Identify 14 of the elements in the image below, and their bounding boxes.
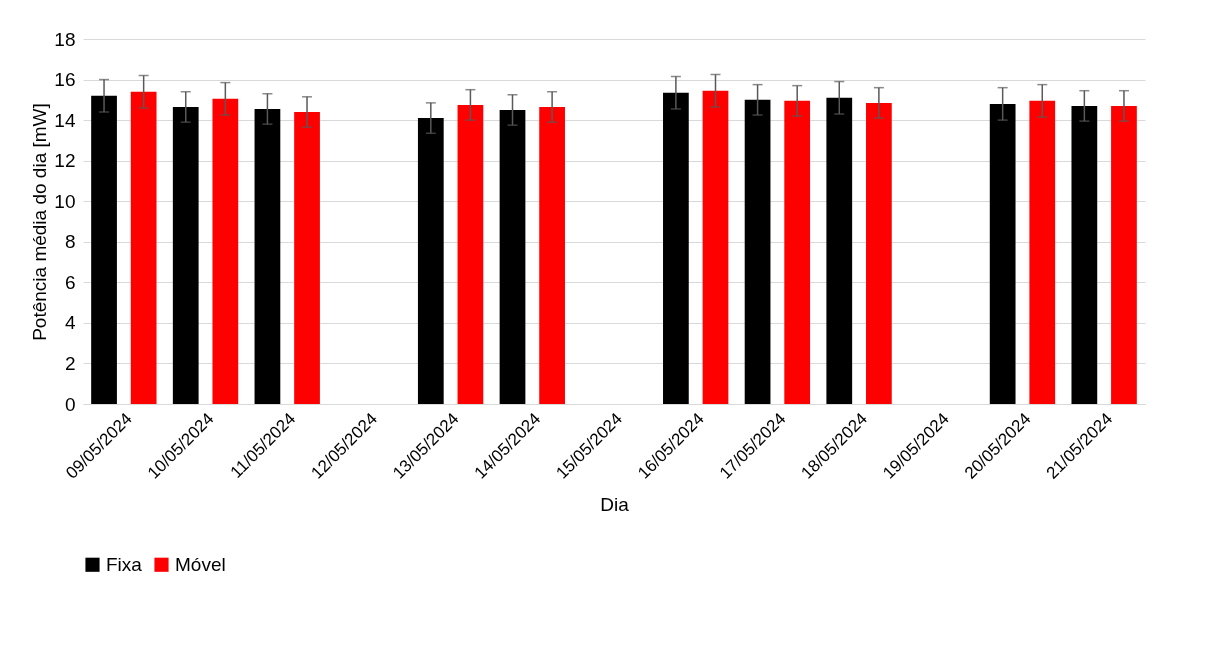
legend-label: Fixa (106, 553, 143, 575)
y-tick-label: 6 (64, 271, 76, 293)
x-axis-title: Dia (600, 493, 630, 515)
y-tick-label: 0 (64, 393, 76, 415)
y-tick-label: 14 (54, 109, 76, 131)
y-tick-label: 18 (54, 28, 76, 50)
y-tick-label: 2 (64, 352, 76, 374)
y-tick-label: 10 (54, 190, 76, 212)
y-axis-title: Potência média do dia [mW] (29, 103, 51, 341)
y-tick-label: 12 (54, 150, 76, 172)
legend-label: Móvel (175, 553, 226, 575)
y-tick-label: 8 (64, 231, 76, 253)
y-tick-label: 16 (54, 69, 76, 91)
y-tick-label: 4 (64, 312, 76, 334)
